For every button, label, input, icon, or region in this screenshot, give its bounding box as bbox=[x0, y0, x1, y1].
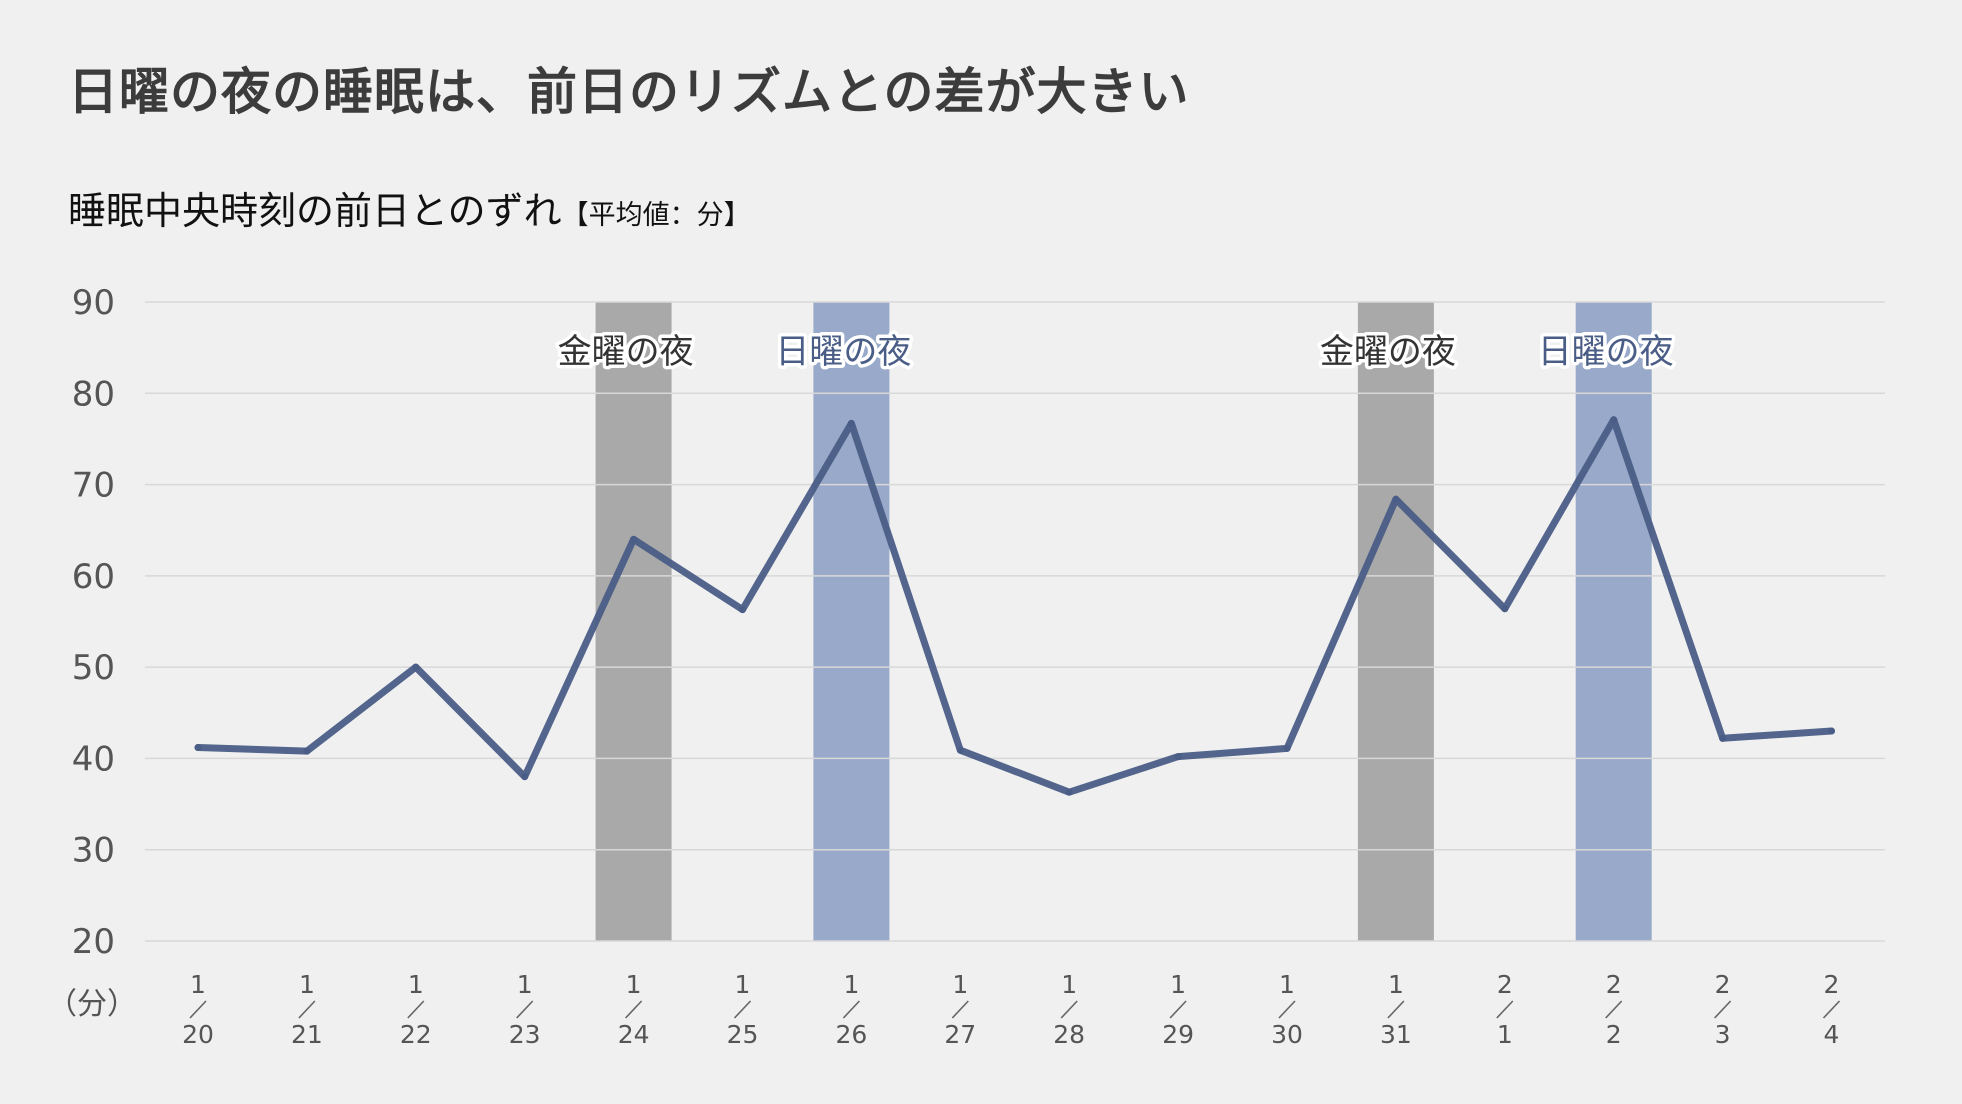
data-point bbox=[1283, 744, 1291, 752]
y-tick-label: 30 bbox=[72, 831, 115, 871]
x-tick-month: 1 bbox=[843, 970, 859, 999]
y-tick-label: 80 bbox=[72, 374, 115, 414]
y-tick-label: 20 bbox=[72, 922, 115, 962]
data-point bbox=[521, 773, 529, 781]
x-tick-month: 1 bbox=[517, 970, 533, 999]
x-tick-day: 22 bbox=[400, 1020, 432, 1049]
chart-subtitle: 睡眠中央時刻の前日とのずれ【平均値：分】 bbox=[68, 180, 751, 235]
x-tick-month: 1 bbox=[1279, 970, 1295, 999]
x-tick-month: 1 bbox=[1170, 970, 1186, 999]
x-tick-month: 1 bbox=[408, 970, 424, 999]
x-tick-day: 21 bbox=[291, 1020, 323, 1049]
data-point bbox=[847, 419, 855, 427]
data-point bbox=[739, 606, 746, 614]
data-point bbox=[1719, 734, 1727, 742]
highlight-label-friday: 金曜の夜 bbox=[1320, 332, 1456, 372]
highlight-label-friday: 金曜の夜 bbox=[558, 332, 694, 372]
data-point bbox=[630, 535, 638, 543]
x-tick-slash bbox=[625, 1000, 643, 1019]
y-tick-label: 60 bbox=[72, 557, 115, 597]
x-tick-slash bbox=[516, 1000, 534, 1019]
highlight-label-sunday: 日曜の夜 bbox=[775, 332, 911, 372]
gridlines bbox=[145, 301, 1885, 942]
data-point bbox=[956, 746, 964, 754]
x-tick-month: 1 bbox=[952, 970, 968, 999]
data-point bbox=[303, 747, 311, 755]
x-tick-month: 1 bbox=[299, 970, 315, 999]
x-tick-day: 28 bbox=[1053, 1020, 1085, 1049]
data-point bbox=[1065, 788, 1073, 796]
x-tick-slash bbox=[1278, 1000, 1296, 1019]
data-point bbox=[1174, 753, 1182, 761]
series-layer bbox=[194, 416, 1835, 796]
page-title: 日曜の夜の睡眠は、前日のリズムとの差が大きい bbox=[68, 63, 1190, 121]
y-axis-label: （分） bbox=[47, 987, 137, 1022]
highlight-labels: 金曜の夜 日曜の夜 金曜の夜 日曜の夜 bbox=[554, 329, 1677, 376]
y-tick-label: 50 bbox=[72, 648, 115, 688]
x-tick-slash bbox=[1496, 1000, 1514, 1019]
highlight-band-sunday bbox=[1575, 302, 1652, 941]
x-tick-day: 31 bbox=[1380, 1020, 1412, 1049]
series-line bbox=[194, 416, 1835, 796]
x-tick-slash bbox=[407, 1000, 425, 1019]
data-point bbox=[412, 663, 420, 671]
data-point bbox=[194, 743, 202, 751]
x-tick-month: 1 bbox=[735, 970, 751, 999]
x-tick-day: 23 bbox=[509, 1020, 541, 1049]
x-tick-day: 24 bbox=[618, 1020, 650, 1049]
x-tick-slash bbox=[1605, 1000, 1623, 1019]
y-tick-label: 90 bbox=[72, 283, 115, 323]
x-tick-slash bbox=[1169, 1000, 1187, 1019]
x-tick-slash bbox=[733, 1000, 752, 1019]
x-tick-day: 27 bbox=[944, 1020, 976, 1049]
highlight-bands bbox=[595, 302, 1652, 941]
y-tick-label: 70 bbox=[72, 466, 115, 506]
x-tick-day: 20 bbox=[182, 1020, 214, 1049]
x-tick-day: 3 bbox=[1715, 1020, 1731, 1049]
x-tick-day: 26 bbox=[835, 1020, 867, 1049]
x-tick-day: 25 bbox=[727, 1020, 759, 1049]
y-tick-label: 40 bbox=[72, 739, 115, 779]
data-point bbox=[1392, 495, 1400, 503]
highlight-label-sunday: 日曜の夜 bbox=[1538, 332, 1674, 372]
x-tick-month: 2 bbox=[1606, 970, 1622, 999]
data-point bbox=[1501, 605, 1509, 613]
x-tick-day: 30 bbox=[1271, 1020, 1303, 1049]
data-point bbox=[1610, 416, 1618, 424]
x-tick-slash bbox=[1387, 1000, 1405, 1019]
x-tick-month: 2 bbox=[1715, 970, 1731, 999]
x-tick-month: 1 bbox=[190, 970, 206, 999]
data-point bbox=[1828, 727, 1835, 735]
y-axis: 20 30 40 50 60 70 80 90 （分） bbox=[47, 283, 137, 1022]
x-axis: 1201211221231241251261271281291301312122… bbox=[182, 970, 1841, 1049]
x-tick-month: 1 bbox=[1061, 970, 1077, 999]
x-tick-day: 1 bbox=[1497, 1020, 1513, 1049]
x-tick-day: 29 bbox=[1162, 1020, 1194, 1049]
x-tick-month: 2 bbox=[1497, 970, 1513, 999]
highlight-band-sunday bbox=[813, 302, 890, 941]
x-tick-month: 1 bbox=[1388, 970, 1404, 999]
x-tick-day: 2 bbox=[1606, 1020, 1622, 1049]
subtitle-main: 睡眠中央時刻の前日とのずれ bbox=[68, 189, 562, 233]
x-tick-slash bbox=[842, 1000, 860, 1019]
x-tick-slash bbox=[1060, 1000, 1078, 1019]
x-tick-slash bbox=[951, 1000, 969, 1019]
highlight-band-friday bbox=[1357, 302, 1434, 941]
x-tick-slash bbox=[189, 1000, 207, 1019]
x-tick-slash bbox=[1714, 1000, 1732, 1019]
x-tick-slash bbox=[298, 1000, 316, 1019]
x-tick-month: 1 bbox=[626, 970, 642, 999]
x-tick-month: 2 bbox=[1824, 970, 1840, 999]
highlight-band-friday bbox=[595, 302, 672, 941]
x-tick-slash bbox=[1822, 1000, 1841, 1019]
subtitle-unit: 【平均値：分】 bbox=[561, 200, 751, 231]
x-tick-day: 4 bbox=[1824, 1020, 1840, 1049]
